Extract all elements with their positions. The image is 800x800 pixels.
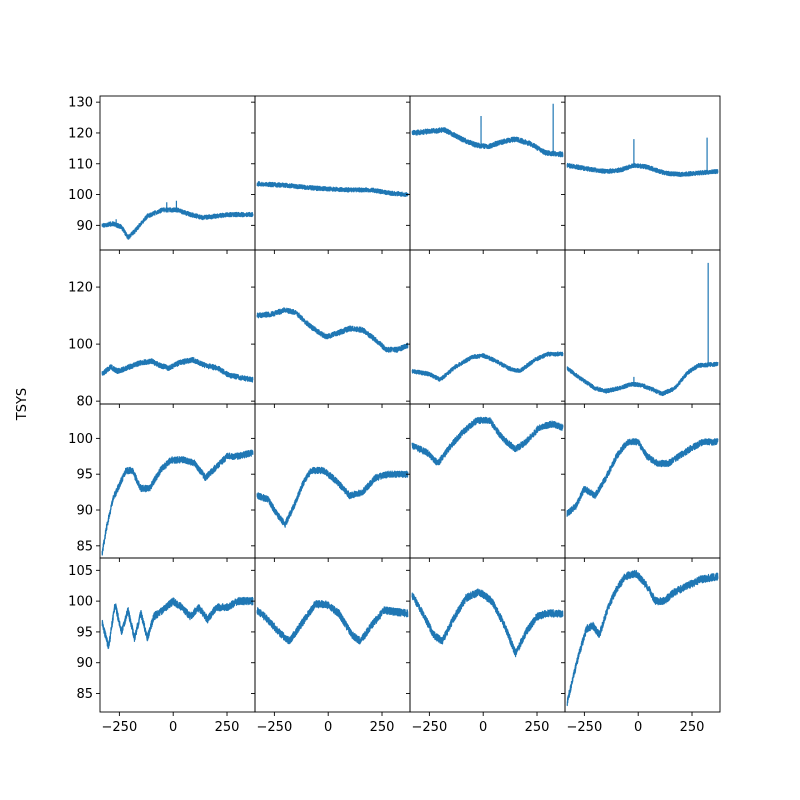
series-line-r3-c3	[566, 569, 719, 707]
y-tick-label: 90	[76, 656, 93, 671]
x-tick-label: 0	[324, 720, 332, 735]
panel-frame	[564, 249, 721, 405]
y-tick-label: 95	[76, 625, 93, 640]
panel-r3-c0: 85 90 95 100 105 −250 0 250	[68, 557, 256, 735]
panel-r3-c1: −250 0 250	[251, 557, 411, 735]
series-line-r1-c2	[411, 351, 564, 382]
panel-frame	[254, 95, 411, 251]
panel-r1-c2	[406, 249, 566, 408]
x-tick-label: 250	[215, 720, 240, 735]
series-line-r0-c1	[256, 181, 409, 197]
series-line-r3-c1	[256, 600, 409, 645]
y-tick-label: 80	[76, 395, 93, 410]
panel-frame	[99, 403, 256, 559]
panel-r0-c3	[561, 95, 721, 254]
y-tick-label: 100	[68, 595, 93, 610]
panel-frame	[409, 95, 566, 251]
panel-r2-c0: 85 90 95 100	[68, 403, 256, 562]
panel-frame	[99, 557, 256, 713]
y-tick-label: 100	[68, 432, 93, 447]
x-tick-label: 0	[479, 720, 487, 735]
x-tick-label: −250	[567, 720, 603, 735]
y-tick-label: 120	[68, 281, 93, 296]
panel-r0-c0: 90 100 110 120 130	[68, 95, 256, 254]
y-tick-label: 90	[76, 219, 93, 234]
panel-r3-c3: −250 0 250	[561, 557, 721, 735]
panel-r1-c1	[251, 249, 411, 408]
series-line-r2-c1	[256, 466, 409, 528]
y-tick-label: 105	[68, 564, 93, 579]
x-tick-label: −250	[102, 720, 138, 735]
panel-r0-c2	[406, 95, 566, 254]
x-tick-label: 250	[370, 720, 395, 735]
panel-r2-c3	[561, 403, 721, 562]
y-tick-label: 95	[76, 468, 93, 483]
x-tick-label: 250	[680, 720, 705, 735]
panel-r3-c2: −250 0 250	[406, 557, 566, 735]
y-tick-label: 120	[68, 126, 93, 141]
panel-frame	[254, 249, 411, 405]
series-line-r3-c2	[411, 588, 564, 658]
y-tick-label: 85	[76, 539, 93, 554]
series-line-r0-c0	[101, 200, 254, 240]
panel-frame	[409, 249, 566, 405]
y-tick-label: 90	[76, 504, 93, 519]
panel-frame	[564, 403, 721, 559]
series-line-r2-c2	[411, 416, 564, 466]
x-tick-label: 250	[525, 720, 550, 735]
panel-frame	[564, 557, 721, 713]
x-tick-label: 0	[634, 720, 642, 735]
series-line-r0-c3	[566, 137, 719, 178]
y-tick-label: 130	[68, 96, 93, 111]
panel-r0-c1	[251, 95, 411, 254]
panel-r1-c0: 80 100 120	[68, 249, 256, 410]
x-tick-label: 0	[169, 720, 177, 735]
panel-r2-c2	[406, 403, 566, 562]
series-line-r1-c0	[101, 356, 254, 383]
series-line-r2-c3	[566, 438, 719, 517]
y-axis-label: TSYS	[15, 388, 30, 421]
panel-frame	[99, 249, 256, 405]
series-line-r1-c3	[566, 262, 719, 397]
y-tick-label: 100	[68, 188, 93, 203]
x-tick-label: −250	[412, 720, 448, 735]
y-tick-label: 110	[68, 157, 93, 172]
y-tick-label: 100	[68, 338, 93, 353]
series-line-r0-c2	[411, 103, 564, 158]
panel-r2-c1	[251, 403, 411, 562]
series-line-r1-c1	[256, 307, 409, 353]
panel-frame	[254, 557, 411, 713]
series-line-r2-c0	[101, 449, 254, 556]
x-tick-label: −250	[257, 720, 293, 735]
series-line-r3-c0	[101, 596, 254, 650]
panel-grid: 90 100 110 120 130 80 100 120 85 90 95 100 85 90 95 100…	[68, 95, 721, 735]
y-tick-label: 85	[76, 687, 93, 702]
panel-r1-c3	[561, 249, 721, 408]
